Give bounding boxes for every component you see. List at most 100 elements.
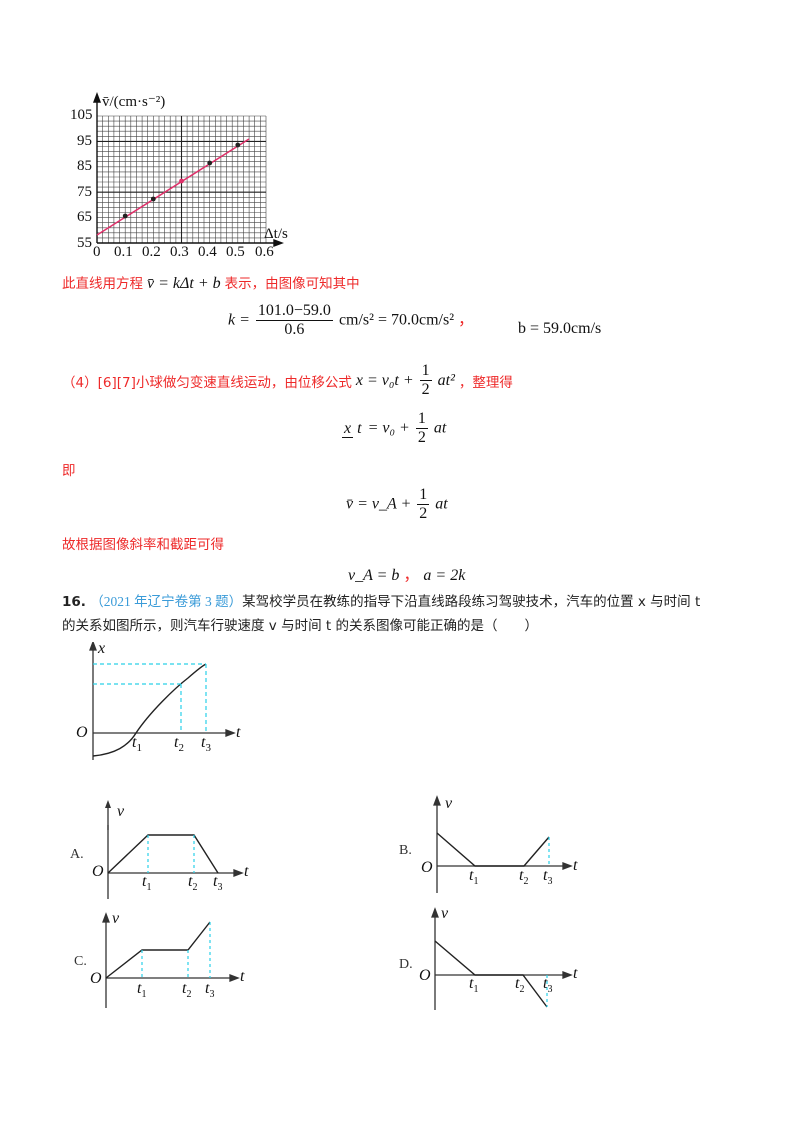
final-comma: ， (403, 567, 420, 584)
option-c-label: C. (74, 954, 87, 969)
k-comma: ， (458, 311, 475, 329)
x-tick-0.3: 0.3 (170, 244, 189, 260)
option-c-graph (102, 912, 240, 1008)
option-b-t2: t2 (519, 867, 529, 888)
part-4-prefix: （4）[6][7]小球做匀变速直线运动，由位移公式 (62, 374, 352, 391)
xt-t2-t: t (174, 734, 179, 751)
xt-graph: x O t t1 t2 t3 (70, 640, 250, 772)
ji-label: 即 (62, 463, 76, 479)
option-d-t2: t2 (515, 975, 525, 996)
question-source: （2021 年辽宁卷第 3 题） (90, 594, 243, 609)
y-tick-65: 65 (77, 209, 92, 225)
half-denominator: 2 (421, 381, 430, 399)
option-a-y-axis-top (105, 800, 111, 830)
t-denominator: t (357, 419, 362, 437)
option-d[interactable]: D. v O t t1 t2 t3 (395, 905, 585, 1020)
equation-2: x t = v₀ + 1 2 at (340, 410, 446, 448)
xt-y-label: x (98, 640, 106, 657)
question-16: 16. （2021 年辽宁卷第 3 题）某驾校学员在教练的指导下沿直线路段练习驾… (62, 590, 742, 638)
xt-t1-sub: 1 (136, 742, 142, 755)
x-tick-0: 0 (93, 244, 101, 260)
solution-line-1-suffix: 表示，由图像可知其中 (224, 276, 360, 292)
option-d-y-label: v (441, 905, 449, 922)
xt-x-label: t (236, 724, 241, 741)
option-a-graph (107, 825, 244, 899)
option-c[interactable]: C. v O t t1 t2 t3 (70, 910, 260, 1010)
equation-3-half-den: 2 (419, 505, 428, 523)
y-tick-105: 105 (70, 107, 93, 123)
question-number: 16. (62, 594, 86, 610)
y-tick-95: 95 (77, 133, 92, 149)
solution-line-1: 此直线用方程 v̄ = kΔt + b 表示，由图像可知其中 (62, 272, 360, 293)
option-b-x-label: t (573, 857, 578, 874)
half-fraction: 1 2 (419, 362, 432, 400)
xt-t2-sub: 2 (178, 742, 184, 755)
equation-3: v̄ = v_A + 1 2 at (346, 486, 448, 524)
option-a-t2: t2 (188, 873, 198, 894)
x-numerator: x (342, 419, 354, 438)
option-d-t3: t3 (543, 975, 553, 996)
x-tick-0.1: 0.1 (114, 244, 133, 260)
part-4-suffix: ，整理得 (458, 374, 513, 391)
option-a[interactable]: A. O t t1 t2 t3 (70, 825, 260, 900)
y-tick-85: 85 (77, 158, 92, 174)
xt-t3-t: t (201, 734, 206, 751)
final-eq-a: a = 2k (423, 567, 466, 584)
option-c-x-label: t (240, 968, 245, 985)
option-c-t1: t1 (137, 980, 147, 1001)
y-axis-label: v̄/(cm·s⁻²) (102, 94, 166, 110)
x-axis-label: Δt/s (264, 226, 288, 242)
x-tick-0.2: 0.2 (142, 244, 161, 260)
option-b-origin: O (421, 859, 433, 876)
option-d-origin: O (419, 967, 431, 984)
question-text-1: 某驾校学员在教练的指导下沿直线路段练习驾驶技术，汽车的位置 x 与时间 t (242, 594, 701, 610)
xt-t3: t3 (201, 734, 211, 754)
option-c-t2: t2 (182, 980, 192, 1001)
option-b[interactable]: B. v O t t1 t2 t3 (395, 795, 585, 895)
displacement-formula-rhs: at² (437, 371, 455, 389)
y-tick-55: 55 (77, 235, 92, 251)
option-d-x-label: t (573, 965, 578, 982)
option-d-t1: t1 (469, 975, 479, 996)
option-c-origin: O (90, 970, 102, 987)
xt-t3-sub: 3 (205, 742, 211, 755)
final-equations: v_A = b ， a = 2k (348, 561, 465, 585)
option-a-y-label: v (117, 803, 125, 820)
option-b-label: B. (399, 843, 412, 858)
xt-t1: t1 (132, 734, 142, 754)
xt-origin: O (76, 724, 88, 741)
option-b-graph (433, 795, 573, 893)
half-numerator: 1 (419, 362, 432, 382)
solution-line-1-prefix: 此直线用方程 (62, 276, 143, 292)
k-rhs: cm/s² = 70.0cm/s² (338, 311, 454, 329)
option-a-t3: t3 (213, 873, 223, 894)
xt-t2: t2 (174, 734, 184, 754)
option-d-graph (431, 907, 573, 1010)
x-tick-0.5: 0.5 (226, 244, 245, 260)
displacement-formula: x = v₀t + 1 2 at² (356, 362, 459, 398)
k-fraction: 101.0−59.0 0.6 (255, 302, 333, 340)
conclusion-text: 故根据图像斜率和截距可得 (62, 537, 224, 553)
question-text-2: 的关系如图所示，则汽车行驶速度 v 与时间 t 的关系图像可能正确的是（ ） (62, 618, 538, 634)
x-tick-0.6: 0.6 (255, 244, 274, 260)
question-line-1: 16. （2021 年辽宁卷第 3 题）某驾校学员在教练的指导下沿直线路段练习驾… (62, 590, 742, 614)
equation-2-mid: = v₀ + (367, 419, 410, 437)
option-b-t1: t1 (469, 867, 479, 888)
option-a-label: A. (70, 847, 84, 862)
k-lhs: k = (228, 311, 250, 329)
xt-graph-svg (89, 640, 236, 760)
equation-3-lhs: v̄ = v_A + (346, 495, 412, 513)
final-eq-va: v_A = b (348, 567, 400, 584)
equation-3-half: 1 2 (417, 486, 430, 524)
option-d-label: D. (399, 957, 413, 972)
option-b-t3: t3 (543, 867, 553, 888)
option-a-origin: O (92, 863, 104, 880)
option-c-t3: t3 (205, 980, 215, 1001)
velocity-time-graph: v̄/(cm·s⁻²) Δt/s 105 95 85 75 65 55 0 0.… (60, 92, 320, 262)
equation-2-rhs: at (433, 419, 447, 437)
option-b-y-label: v (445, 795, 453, 812)
intercept-equation: b = 59.0cm/s (518, 320, 602, 337)
equation-2-half-den: 2 (417, 429, 426, 447)
equation-3-half-num: 1 (417, 486, 430, 506)
equation-2-half-num: 1 (415, 410, 428, 430)
